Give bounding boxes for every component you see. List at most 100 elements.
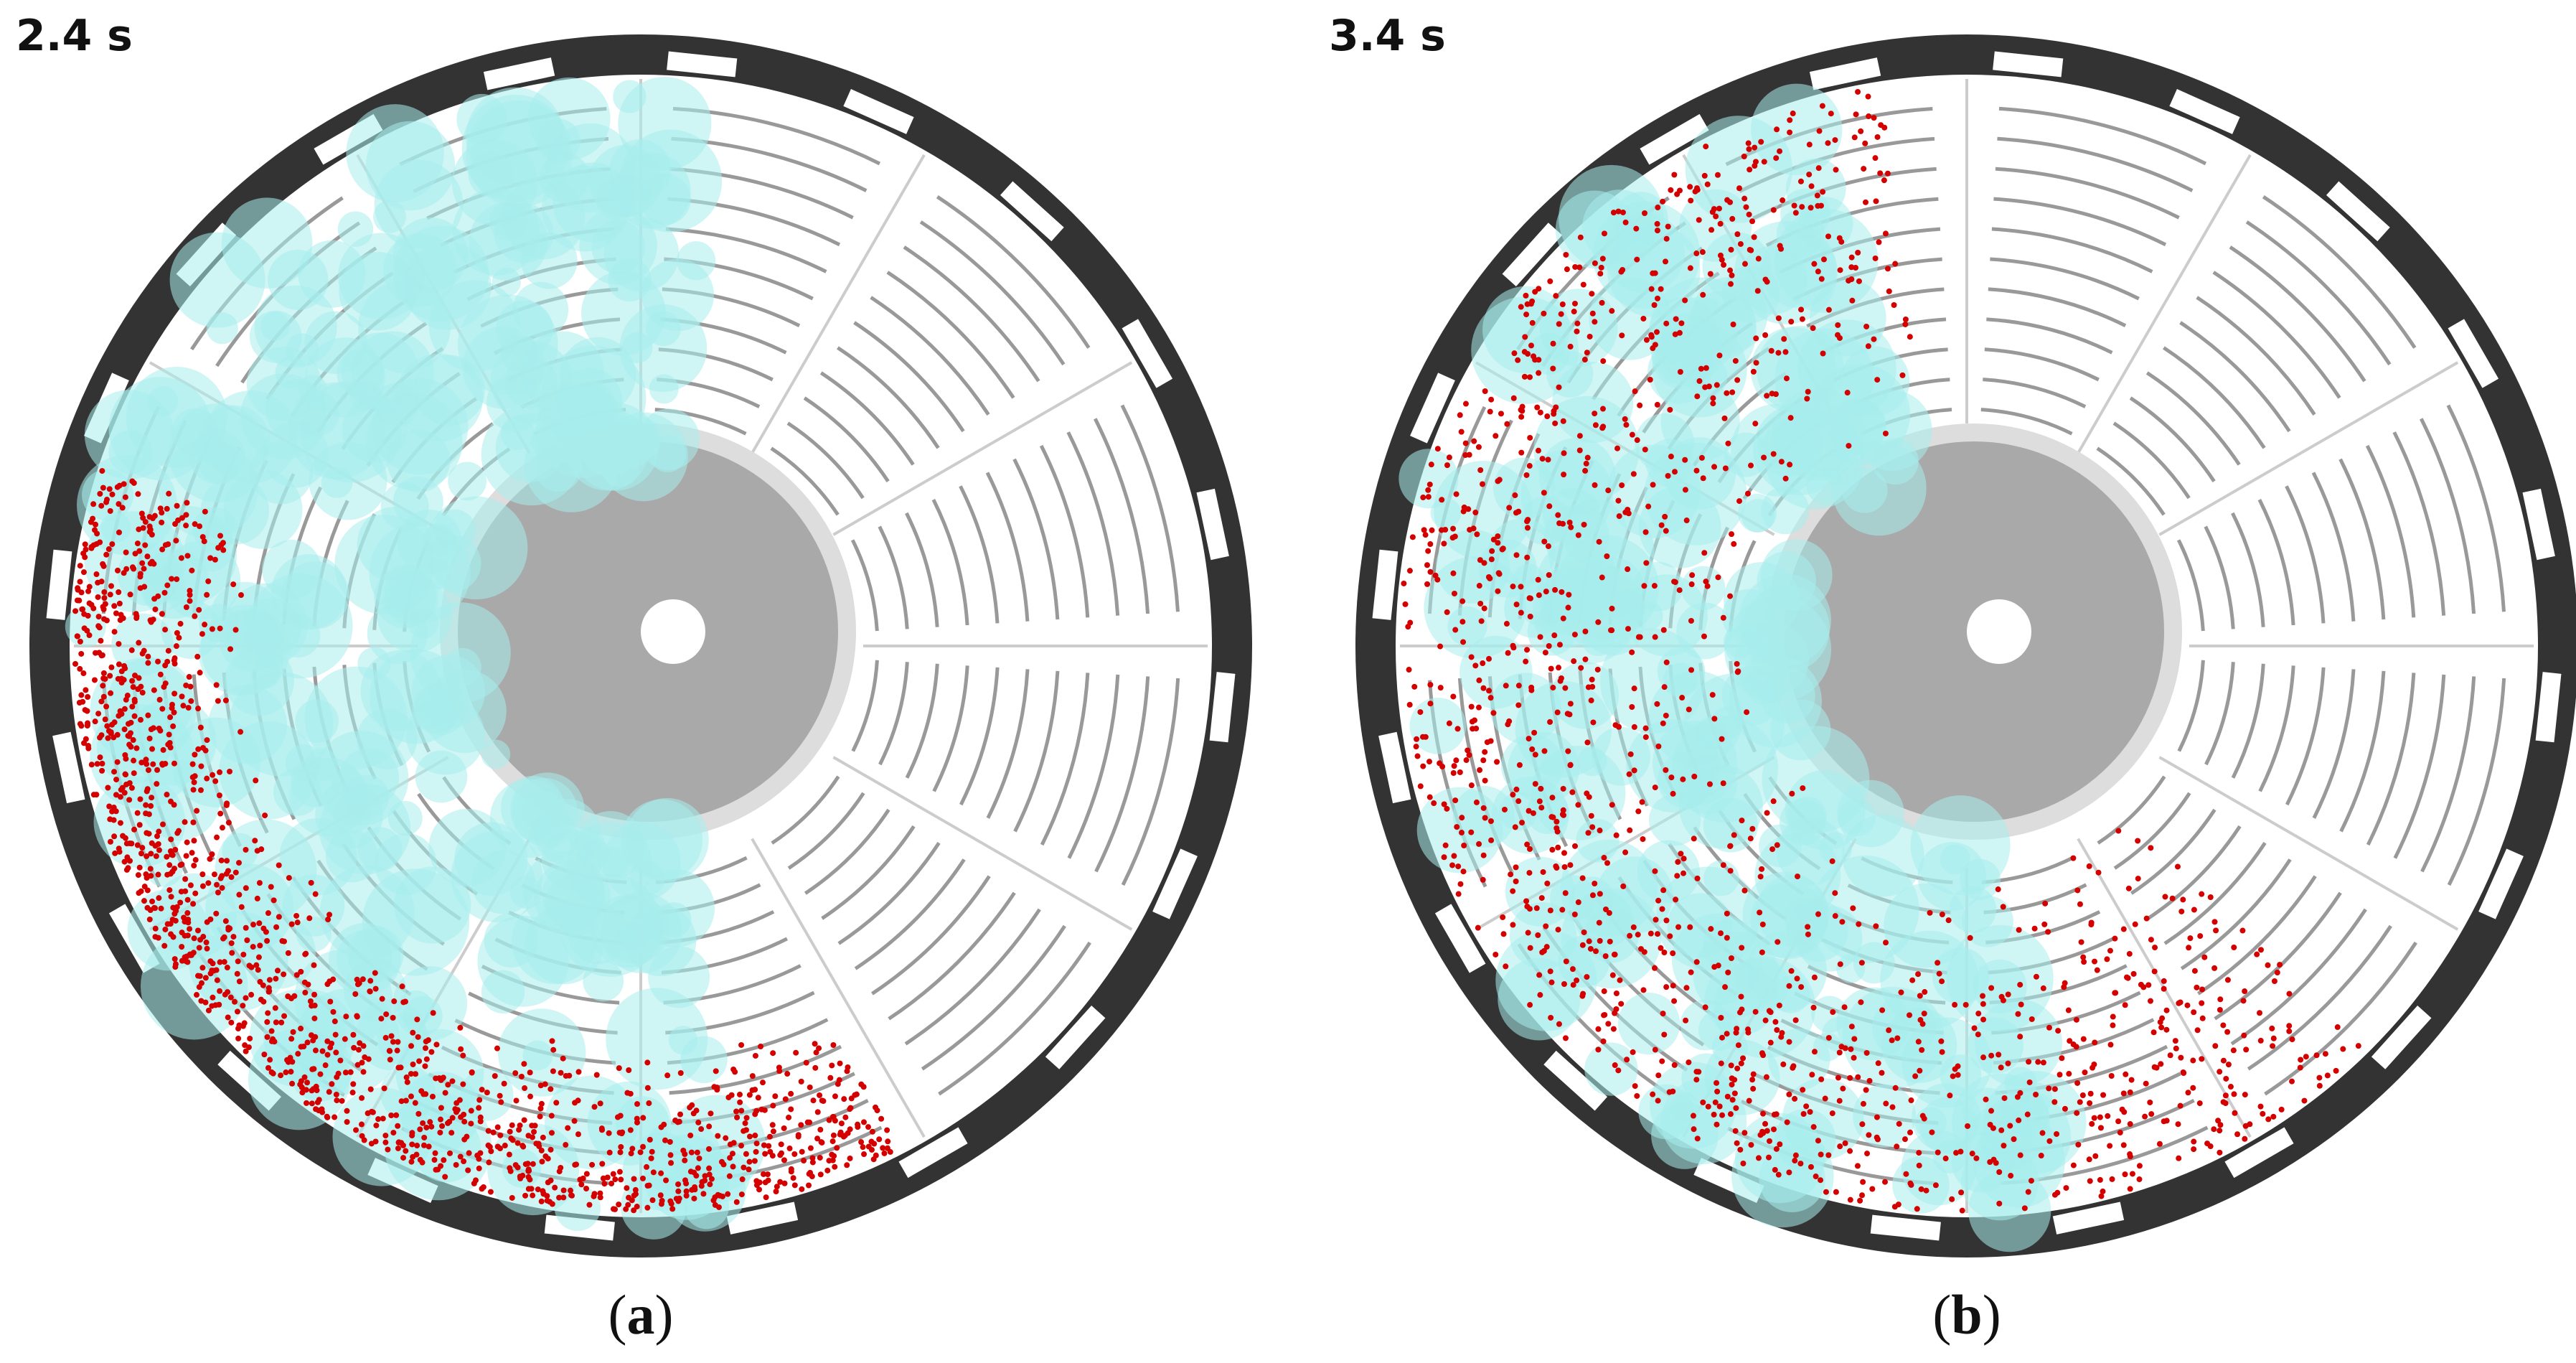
- particle: [1552, 586, 1559, 593]
- particle: [687, 1132, 694, 1138]
- particle: [304, 1100, 310, 1106]
- particle: [1527, 1002, 1533, 1008]
- particle: [737, 1091, 743, 1097]
- vane: [2262, 195, 2417, 349]
- particle: [1786, 1169, 1792, 1176]
- vane: [2180, 858, 2292, 970]
- particle: [1578, 665, 1584, 671]
- particle: [1889, 1037, 1895, 1044]
- particle: [2008, 1173, 2014, 1179]
- particle: [1583, 460, 1589, 467]
- particle: [2324, 1072, 2331, 1079]
- particle: [1480, 852, 1487, 858]
- particle: [1482, 777, 1488, 784]
- particle: [423, 1039, 429, 1045]
- particle: [688, 1149, 695, 1156]
- particle: [132, 551, 138, 557]
- particle: [219, 825, 225, 831]
- liquid: [1967, 1017, 2023, 1074]
- particle: [847, 1155, 853, 1161]
- ring-slot: [2519, 485, 2559, 563]
- particle: [148, 802, 154, 809]
- particle: [468, 1107, 474, 1114]
- particle: [1500, 931, 1507, 937]
- particle: [1450, 570, 1457, 576]
- particle: [72, 660, 78, 667]
- particle: [1411, 683, 1418, 690]
- particle: [1560, 807, 1566, 813]
- particle: [99, 767, 105, 774]
- particle: [1690, 1113, 1696, 1119]
- particle: [1711, 464, 1718, 470]
- particle: [1851, 1054, 1857, 1061]
- particle: [302, 951, 309, 957]
- particle: [431, 1157, 438, 1163]
- particle: [122, 665, 128, 672]
- particle: [861, 1151, 868, 1158]
- particle: [1553, 404, 1559, 411]
- particle: [1500, 545, 1506, 552]
- particle: [1864, 1151, 1871, 1157]
- particle: [1590, 719, 1597, 726]
- particle: [149, 898, 156, 904]
- particle: [1670, 983, 1676, 989]
- particle: [2127, 1151, 2133, 1158]
- particle: [322, 1062, 329, 1069]
- liquid: [1757, 325, 1844, 413]
- particle: [445, 1120, 451, 1126]
- particle: [1716, 352, 1723, 359]
- particle: [1865, 93, 1871, 100]
- particle: [667, 1138, 673, 1145]
- particle: [343, 1013, 349, 1020]
- vane: [2197, 875, 2317, 996]
- particle: [2265, 962, 2271, 968]
- particle: [2007, 1123, 2013, 1129]
- particle: [133, 745, 140, 751]
- particle: [303, 1087, 309, 1093]
- particle: [829, 1062, 835, 1069]
- particle: [1451, 763, 1457, 769]
- liquid: [1731, 403, 1823, 497]
- vane: [931, 498, 969, 626]
- particle: [74, 597, 80, 604]
- liquid: [559, 337, 636, 413]
- particle: [213, 967, 220, 973]
- particle: [786, 1114, 792, 1120]
- particle: [2286, 990, 2293, 997]
- ring-slot: [1867, 1212, 1945, 1244]
- particle: [252, 838, 258, 844]
- liquid: [358, 280, 451, 373]
- particle: [1529, 298, 1536, 304]
- particle: [1614, 445, 1621, 451]
- particle: [749, 1087, 756, 1093]
- particle: [101, 589, 108, 595]
- particle: [183, 682, 189, 688]
- particle: [205, 880, 212, 886]
- particle: [2033, 973, 2039, 980]
- particle: [324, 1113, 330, 1120]
- liquid: [380, 482, 429, 531]
- particle: [560, 1055, 566, 1062]
- particle: [1588, 812, 1594, 819]
- particle: [1753, 335, 1759, 342]
- particle: [1958, 1189, 1965, 1196]
- particle: [1792, 210, 1799, 216]
- particle: [1547, 907, 1553, 914]
- particle: [743, 1151, 749, 1157]
- caption-open: (: [608, 1283, 627, 1346]
- vane: [888, 891, 1016, 1021]
- particle: [1584, 454, 1591, 461]
- particle: [469, 1069, 475, 1075]
- particle: [171, 709, 177, 716]
- particle: [1962, 1001, 1969, 1008]
- particle: [1458, 830, 1465, 836]
- particle: [649, 1148, 655, 1155]
- particle: [1472, 510, 1479, 516]
- particle: [658, 1201, 664, 1207]
- particle: [1728, 955, 1734, 961]
- particle: [1889, 1104, 1896, 1110]
- particle: [1613, 990, 1620, 997]
- particle: [1670, 950, 1676, 957]
- liquid: [606, 988, 708, 1090]
- particle: [420, 1120, 426, 1126]
